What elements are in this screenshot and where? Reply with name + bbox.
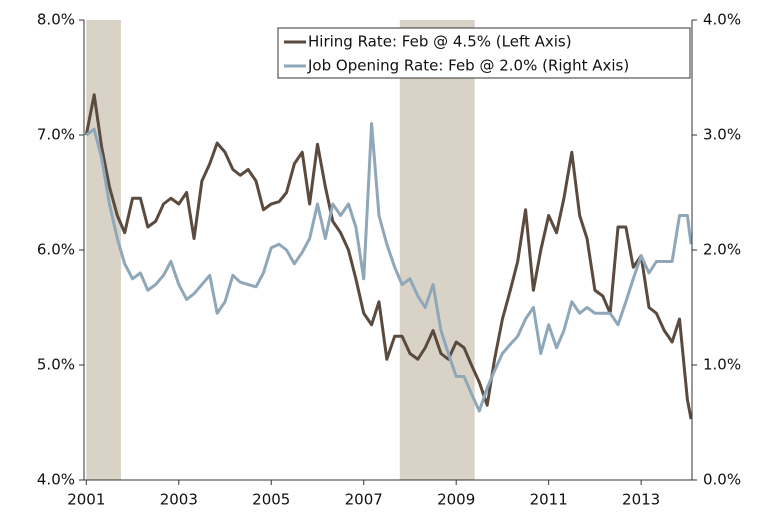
y-tick-label: 6.0% <box>37 241 75 259</box>
series-line <box>84 93 693 420</box>
y-tick-label: 7.0% <box>37 126 75 144</box>
shaded-range <box>399 20 475 480</box>
x-tick-label: 2011 <box>530 491 568 509</box>
y-tick-label: 5.0% <box>37 356 75 374</box>
x-tick-label: 2003 <box>160 491 198 509</box>
x-tick-label: 2005 <box>252 491 290 509</box>
y2-tick-label: 2.0% <box>703 241 741 259</box>
y2-tick-label: 3.0% <box>703 126 741 144</box>
y-tick-label: 8.0% <box>37 11 75 29</box>
x-tick-label: 2009 <box>437 491 475 509</box>
shading <box>86 20 475 480</box>
series-line <box>85 122 693 413</box>
legend: Hiring Rate: Feb @ 4.5% (Left Axis) Job … <box>277 27 691 79</box>
x-tick-label: 2013 <box>622 491 660 509</box>
lines <box>84 93 693 420</box>
x-tick-label: 2007 <box>345 491 383 509</box>
y2-tick-label: 1.0% <box>703 356 741 374</box>
y2-tick-label: 0.0% <box>703 471 741 489</box>
shaded-range <box>86 20 121 480</box>
y-tick-label: 4.0% <box>37 471 75 489</box>
legend-box <box>277 27 691 79</box>
y2-tick-label: 4.0% <box>703 11 741 29</box>
legend-label: Hiring Rate: Feb @ 4.5% (Left Axis) <box>308 33 572 51</box>
legend-label: Job Opening Rate: Feb @ 2.0% (Right Axis… <box>307 57 629 75</box>
x-tick-label: 2001 <box>67 491 105 509</box>
